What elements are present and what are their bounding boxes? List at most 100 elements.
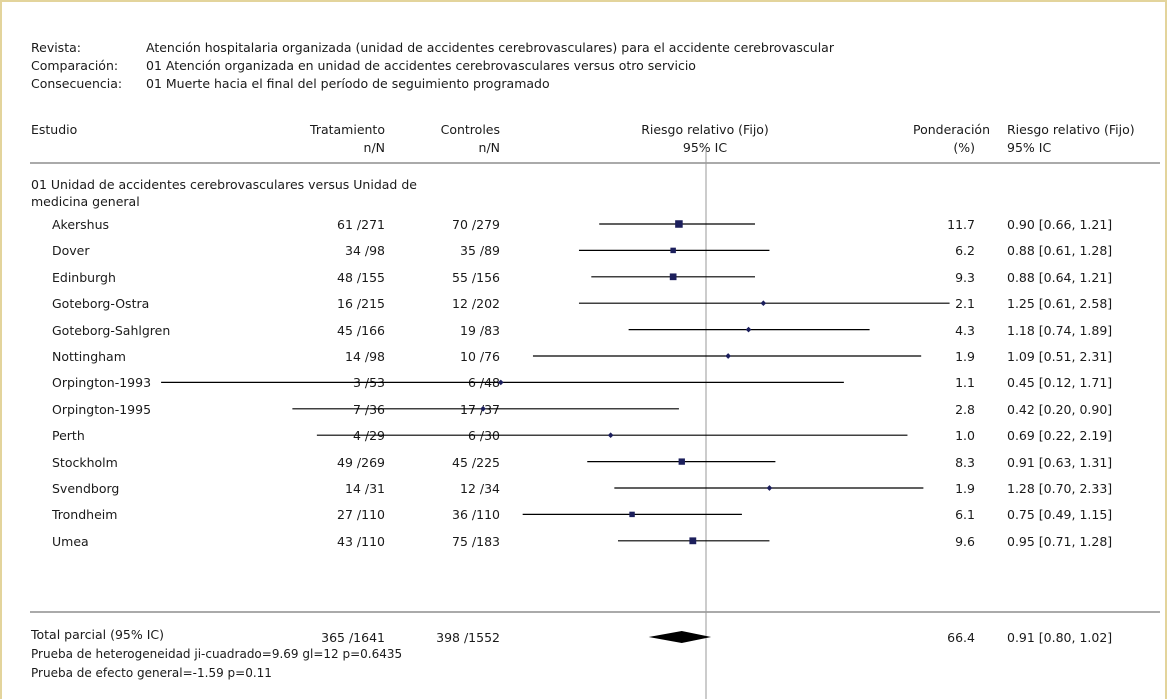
weight-value: 9.3 — [955, 269, 975, 285]
heterogeneity-test: Prueba de heterogeneidad ji-cuadrado=9.6… — [31, 647, 403, 661]
weight-value: 2.8 — [955, 401, 975, 417]
col-header-treatment-sub: n/N — [363, 140, 385, 155]
study-name: Dover — [52, 243, 90, 259]
treatment-value: 43 /110 — [337, 533, 385, 549]
study-name: Svendborg — [52, 481, 120, 496]
ci-value: 0.88 [0.61, 1.28] — [1007, 243, 1113, 259]
weight-value: 11.7 — [947, 217, 975, 232]
study-name: Goteborg-Sahlgren — [52, 322, 171, 338]
ci-value: 0.90 [0.66, 1.21] — [1007, 217, 1113, 232]
treatment-value: 49 /269 — [337, 454, 385, 470]
treatment-value: 14 /31 — [345, 481, 385, 496]
col-header-weight: Ponderación — [912, 122, 990, 137]
outcome-label: Consecuencia: — [31, 76, 123, 91]
control-value: 70 /279 — [452, 217, 500, 232]
effect-marker — [760, 300, 767, 307]
weight-value: 6.1 — [955, 507, 975, 523]
effect-marker — [766, 485, 773, 491]
ci-value: 1.28 [0.70, 2.33] — [1007, 481, 1113, 496]
treatment-value: 45 /166 — [337, 322, 385, 338]
ci-value: 0.69 [0.22, 2.19] — [1007, 428, 1113, 444]
col-header-rr-sub: 95% IC — [682, 140, 728, 155]
treatment-value: 16 /215 — [337, 296, 385, 312]
study-name: Stockholm — [52, 454, 118, 470]
ci-value: 1.25 [0.61, 2.58] — [1007, 296, 1113, 312]
study-name: Orpington-1993 — [52, 375, 152, 391]
col-header-weight-sub: (%) — [953, 140, 975, 155]
ci-value: 0.88 [0.64, 1.21] — [1007, 269, 1113, 285]
treatment-value: 14 /98 — [345, 349, 385, 364]
study-name: Goteborg-Ostra — [52, 296, 150, 312]
ci-value: 1.18 [0.74, 1.89] — [1007, 322, 1113, 338]
total-label: Total parcial (95% IC) — [31, 627, 165, 642]
col-header-control-sub: n/N — [478, 140, 500, 155]
subgroup-title: 01 Unidad de accidentes cerebrovasculare… — [31, 177, 417, 192]
total-treatment: 365 /1641 — [321, 630, 385, 645]
review-label: Revista: — [31, 40, 81, 55]
treatment-value: 27 /110 — [337, 507, 385, 523]
control-value: 75 /183 — [452, 533, 500, 549]
ci-value: 0.91 [0.63, 1.31] — [1007, 454, 1113, 470]
effect-marker — [670, 247, 676, 254]
effect-marker — [497, 379, 504, 386]
comparison-label: Comparación: — [31, 58, 119, 73]
effect-marker — [675, 220, 683, 228]
summary-diamond — [648, 631, 712, 643]
ci-value: 0.42 [0.20, 0.90] — [1007, 401, 1113, 417]
col-header-treatment: Tratamiento — [310, 122, 385, 137]
weight-value: 1.9 — [955, 349, 975, 364]
ci-value: 1.09 [0.51, 2.31] — [1007, 349, 1113, 364]
weight-value: 1.1 — [955, 375, 975, 391]
ci-value: 0.75 [0.49, 1.15] — [1007, 507, 1113, 523]
weight-value: 4.3 — [955, 322, 975, 338]
outcome-value: 01 Muerte hacia el final del período de … — [146, 76, 550, 91]
effect-marker — [745, 326, 752, 333]
control-value: 10 /76 — [460, 349, 500, 364]
control-value: 12 /202 — [452, 296, 500, 312]
effect-marker — [629, 511, 635, 518]
ci-value: 0.45 [0.12, 1.71] — [1007, 375, 1113, 391]
study-name: Edinburgh — [52, 269, 116, 285]
col-header-study: Estudio — [31, 122, 78, 137]
col-header-rr: Riesgo relativo (Fijo) — [641, 122, 769, 137]
total-ci: 0.91 [0.80, 1.02] — [1007, 630, 1113, 645]
study-name: Nottingham — [52, 349, 126, 364]
treatment-value: 61 /271 — [337, 217, 385, 232]
effect-marker — [725, 353, 731, 359]
control-value: 55 /156 — [452, 269, 500, 285]
study-name: Trondheim — [52, 507, 118, 523]
weight-value: 6.2 — [955, 243, 975, 259]
comparison-value: 01 Atención organizada en unidad de acci… — [146, 58, 696, 73]
control-value: 12 /34 — [460, 481, 500, 496]
effect-marker — [480, 405, 486, 412]
treatment-value: 34 /98 — [345, 243, 385, 259]
effect-marker — [678, 458, 685, 465]
effect-marker — [669, 273, 677, 281]
weight-value: 1.9 — [955, 481, 975, 496]
review-value: Atención hospitalaria organizada (unidad… — [146, 40, 834, 55]
effect-marker — [607, 432, 614, 439]
study-name: Orpington-1995 — [52, 401, 152, 417]
study-name: Perth — [52, 428, 85, 444]
weight-value: 1.0 — [955, 428, 975, 444]
overall-effect-test: Prueba de efecto general=-1.59 p=0.11 — [31, 666, 272, 680]
control-value: 35 /89 — [460, 243, 500, 259]
col-header-rr2-sub: 95% IC — [1007, 140, 1052, 155]
ci-value: 0.95 [0.71, 1.28] — [1007, 533, 1113, 549]
control-value: 36 /110 — [452, 507, 500, 523]
weight-value: 2.1 — [955, 296, 975, 312]
col-header-rr2: Riesgo relativo (Fijo) — [1007, 122, 1135, 137]
control-value: 45 /225 — [452, 454, 500, 470]
weight-value: 9.6 — [955, 533, 975, 549]
study-name: Akershus — [52, 217, 110, 232]
total-weight: 66.4 — [947, 630, 975, 645]
control-value: 19 /83 — [460, 322, 500, 338]
effect-marker — [689, 537, 697, 545]
study-name: Umea — [52, 533, 89, 549]
treatment-value: 48 /155 — [337, 269, 385, 285]
total-control: 398 /1552 — [436, 630, 500, 645]
col-header-control: Controles — [440, 122, 500, 137]
weight-value: 8.3 — [955, 454, 975, 470]
